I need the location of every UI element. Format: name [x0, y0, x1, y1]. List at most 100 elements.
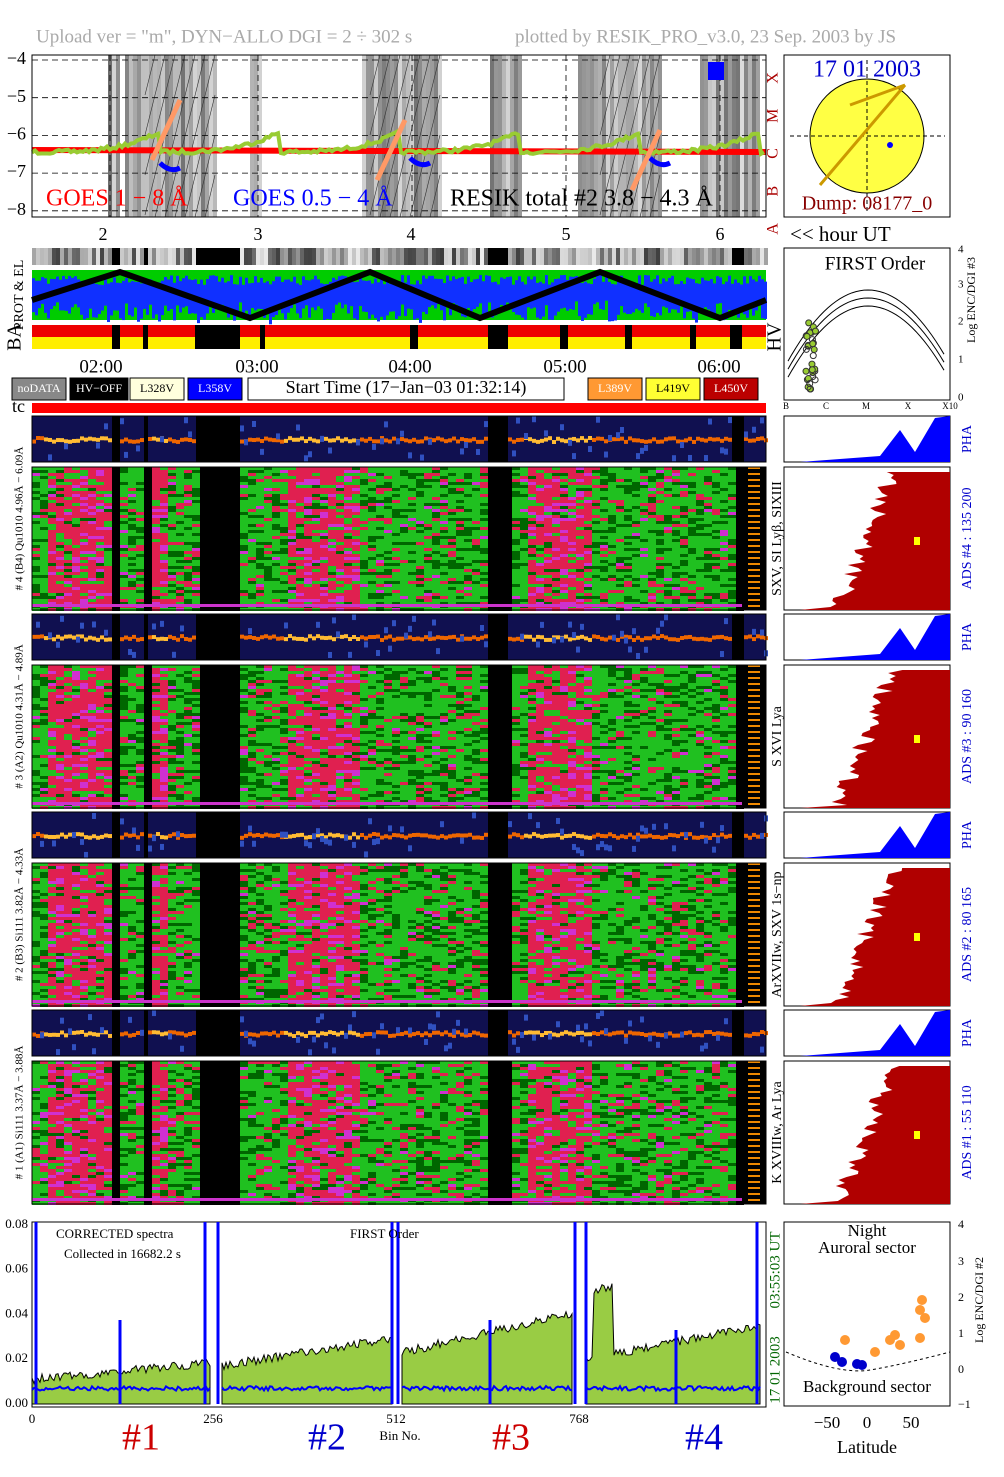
block	[304, 572, 312, 575]
block	[112, 587, 120, 590]
block	[336, 506, 344, 509]
block	[140, 283, 143, 319]
block	[620, 436, 624, 441]
block	[248, 494, 256, 497]
block	[312, 545, 320, 548]
block	[632, 518, 640, 521]
block	[64, 584, 72, 587]
block	[632, 494, 640, 497]
block	[440, 590, 448, 593]
block	[184, 533, 192, 536]
block	[635, 283, 638, 309]
hatch	[599, 54, 631, 176]
block	[336, 590, 344, 593]
block	[696, 527, 704, 530]
block	[688, 533, 696, 536]
block	[352, 497, 360, 500]
block	[332, 248, 336, 265]
block	[544, 515, 552, 518]
block	[640, 248, 644, 265]
block	[488, 575, 496, 578]
block	[472, 563, 480, 566]
block	[248, 602, 256, 605]
block	[632, 560, 640, 563]
block	[376, 542, 384, 545]
block	[492, 248, 496, 265]
block	[480, 557, 488, 560]
block	[416, 509, 424, 512]
block	[554, 279, 557, 316]
block	[296, 536, 304, 539]
block	[640, 447, 644, 454]
block	[40, 527, 48, 530]
block	[616, 566, 624, 569]
block	[708, 418, 712, 425]
block	[120, 554, 128, 557]
block	[64, 545, 72, 548]
block	[504, 530, 512, 533]
block	[56, 554, 64, 557]
block	[184, 551, 192, 554]
block	[680, 593, 688, 596]
block	[264, 518, 272, 521]
block	[680, 554, 688, 557]
block	[72, 470, 80, 473]
block	[504, 575, 512, 578]
block	[224, 590, 232, 593]
block	[360, 602, 368, 605]
block	[712, 482, 720, 485]
block	[664, 470, 672, 473]
block	[120, 470, 128, 473]
block	[104, 473, 112, 476]
block	[520, 488, 528, 491]
block	[416, 488, 424, 491]
block	[64, 467, 72, 470]
block	[648, 494, 656, 497]
block	[144, 467, 152, 470]
block	[80, 530, 88, 533]
block	[56, 500, 64, 503]
block	[136, 560, 144, 563]
block	[544, 430, 548, 437]
block	[528, 473, 536, 476]
block	[312, 551, 320, 554]
block	[600, 524, 608, 527]
block	[576, 479, 584, 482]
block	[544, 581, 552, 584]
block	[656, 581, 664, 584]
block	[144, 500, 152, 503]
block	[292, 248, 296, 265]
block	[448, 518, 456, 521]
block	[120, 590, 128, 593]
block	[328, 554, 336, 557]
block	[256, 533, 264, 536]
block	[64, 494, 72, 497]
block	[504, 533, 512, 536]
block	[184, 539, 192, 542]
block	[128, 548, 136, 551]
block	[352, 488, 360, 491]
block	[312, 494, 320, 497]
block	[88, 491, 96, 494]
block	[312, 548, 320, 551]
block	[240, 488, 248, 491]
block	[296, 602, 304, 605]
block	[152, 530, 160, 533]
block	[184, 581, 192, 584]
block	[392, 509, 400, 512]
block	[360, 542, 368, 545]
block	[632, 509, 640, 512]
block	[760, 248, 764, 265]
block	[38, 280, 41, 309]
block	[304, 476, 312, 479]
block	[552, 503, 560, 506]
block	[424, 545, 432, 548]
block	[224, 554, 232, 557]
block	[40, 524, 48, 527]
block	[56, 581, 64, 584]
block	[600, 536, 608, 539]
block	[496, 503, 504, 506]
block	[600, 503, 608, 506]
block	[368, 548, 376, 551]
block	[424, 578, 432, 581]
